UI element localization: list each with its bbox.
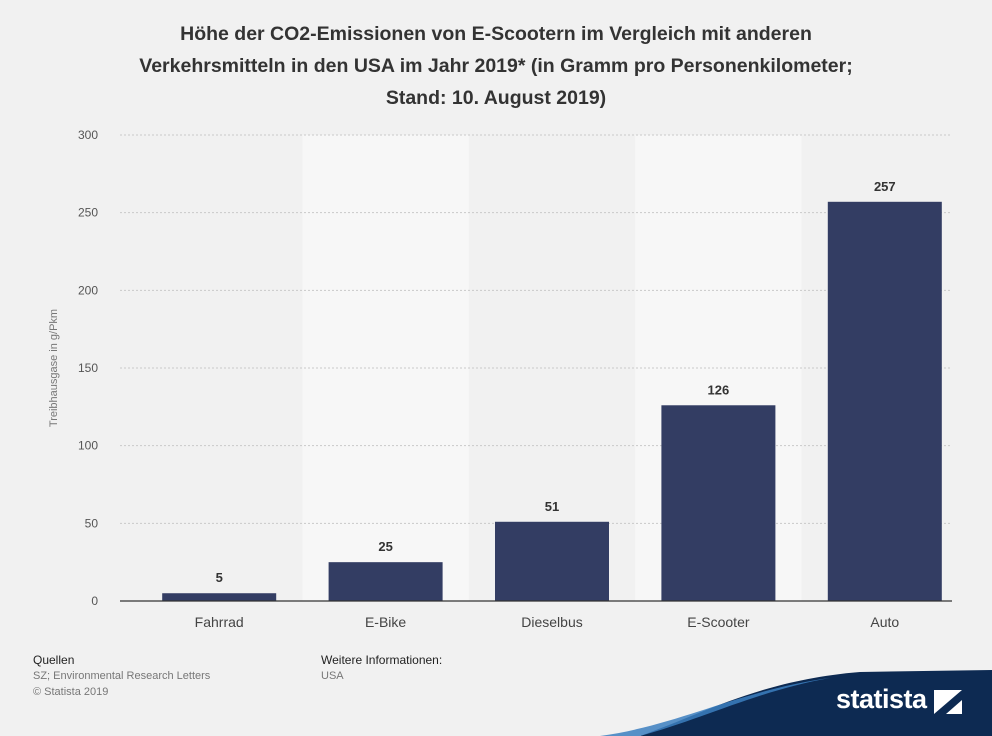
more-info-label: Weitere Informationen:	[321, 653, 443, 667]
bar[interactable]	[661, 405, 776, 601]
statista-logo[interactable]: statista	[836, 684, 927, 714]
y-tick-label: 0	[91, 594, 98, 608]
data-label: 257	[874, 179, 896, 194]
chart-title-line: Verkehrsmitteln in den USA im Jahr 2019*…	[139, 55, 853, 77]
y-tick-label: 150	[78, 361, 98, 375]
more-info-block: Weitere Informationen: USA	[321, 652, 442, 684]
x-tick-label: E-Bike	[365, 614, 406, 630]
x-tick-label: Auto	[870, 614, 899, 630]
x-tick-label: Dieselbus	[521, 614, 582, 630]
sources-block: Quellen SZ; Environmental Research Lette…	[33, 652, 210, 700]
y-axis-label: Treibhausgase in g/Pkm	[48, 309, 60, 427]
data-label: 25	[378, 539, 392, 554]
bar[interactable]	[495, 521, 609, 601]
data-label: 51	[545, 499, 559, 514]
data-label: 126	[708, 382, 730, 397]
chart-title: Höhe der CO2-Emissionen von E-Scootern i…	[40, 18, 952, 114]
y-tick-label: 250	[78, 206, 98, 220]
chart-title-line: Stand: 10. August 2019)	[385, 87, 607, 109]
bar[interactable]	[162, 593, 277, 601]
bar[interactable]	[328, 562, 443, 601]
chart-title-line: Höhe der CO2-Emissionen von E-Scootern i…	[180, 23, 812, 45]
y-tick-label: 300	[78, 128, 98, 142]
sources-text: SZ; Environmental Research Letters	[33, 670, 211, 682]
sources-label: Quellen	[33, 653, 75, 667]
statista-logo-icon	[934, 690, 962, 714]
y-tick-label: 200	[78, 283, 98, 297]
more-info-text: USA	[321, 670, 344, 682]
x-tick-label: E-Scooter	[687, 614, 750, 630]
bar[interactable]	[827, 201, 942, 601]
data-label: 5	[216, 570, 223, 585]
y-tick-label: 100	[78, 439, 98, 453]
copyright-text: © Statista 2019	[33, 686, 109, 698]
x-tick-label: Fahrrad	[195, 614, 244, 630]
y-tick-label: 50	[85, 516, 99, 530]
